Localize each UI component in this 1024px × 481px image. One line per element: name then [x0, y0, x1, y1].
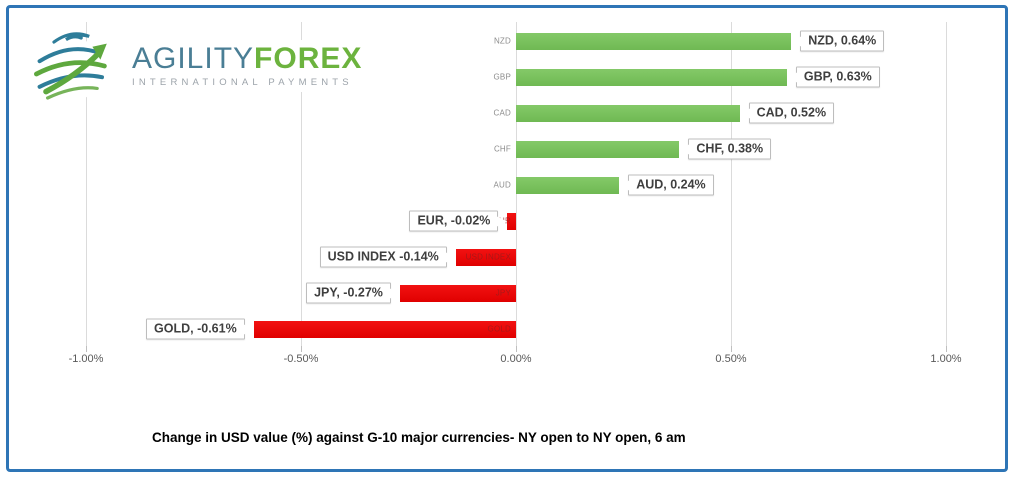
category-label-gbp: GBP — [493, 72, 511, 82]
globe-arrow-icon — [34, 32, 107, 102]
callout-pointer — [243, 324, 254, 334]
data-label-gbp: GBP, 0.63% — [786, 66, 880, 88]
bar-usd-index — [455, 248, 516, 266]
axis-tick — [516, 346, 517, 352]
callout-pointer — [389, 288, 400, 298]
data-label-usd-index: USD INDEX -0.14% — [319, 246, 456, 268]
axis-tick-label: 0.50% — [715, 353, 747, 365]
bar-chf — [516, 140, 680, 158]
callout-pointer — [786, 72, 797, 82]
bar-gbp — [516, 68, 787, 86]
category-label-aud: AUD — [493, 180, 511, 190]
category-label-chf: CHF — [493, 144, 511, 154]
logo-text: AGILITYFOREX INTERNATIONAL PAYMENTS — [126, 40, 369, 92]
gridline — [946, 22, 947, 346]
bar-nzd — [516, 32, 792, 50]
logo-brand-primary: AGILITY — [132, 42, 255, 75]
axis-tick-label: 1.00% — [930, 353, 962, 365]
bar-gold — [253, 320, 516, 338]
bar-jpy — [399, 284, 516, 302]
chart-title: Change in USD value (%) against G-10 maj… — [152, 430, 686, 445]
axis-tick-label: -1.00% — [68, 353, 104, 365]
category-label-jpy: JPY — [495, 288, 511, 298]
gridline — [301, 22, 302, 346]
category-label-usd-index: USD INDEX — [465, 252, 511, 262]
bar-cad — [516, 104, 740, 122]
bar-aud — [516, 176, 620, 194]
data-label-jpy: JPY, -0.27% — [306, 282, 400, 304]
callout-pointer — [679, 144, 690, 154]
logo-brand-secondary: FOREX — [254, 42, 363, 75]
data-label-cad: CAD, 0.52% — [739, 102, 835, 124]
callout-pointer — [497, 216, 508, 226]
data-label-aud: AUD, 0.24% — [619, 174, 714, 196]
axis-tick — [301, 346, 302, 352]
data-label-nzd: NZD, 0.64% — [791, 30, 885, 52]
logo-brand-name: AGILITYFOREX — [132, 44, 362, 74]
callout-pointer — [619, 180, 630, 190]
axis-tick-label: 0.00% — [500, 353, 532, 365]
bar-eur — [507, 212, 516, 230]
axis-tick — [731, 346, 732, 352]
callout-pointer — [791, 36, 802, 46]
axis-tick-label: -0.50% — [283, 353, 319, 365]
callout-pointer — [739, 108, 750, 118]
category-label-nzd: NZD — [493, 36, 511, 46]
agilityforex-logo: AGILITYFOREX INTERNATIONAL PAYMENTS — [30, 24, 369, 108]
axis-tick — [86, 346, 87, 352]
logo-tagline: INTERNATIONAL PAYMENTS — [132, 77, 353, 88]
category-label-cad: CAD — [493, 108, 511, 118]
callout-pointer — [445, 252, 456, 262]
category-label-gold: GOLD — [487, 324, 511, 334]
gridline — [731, 22, 732, 346]
data-label-eur: EUR, -0.02% — [409, 210, 508, 232]
data-label-gold: GOLD, -0.61% — [146, 318, 254, 340]
data-label-chf: CHF, 0.38% — [679, 138, 772, 160]
gridline — [86, 22, 87, 346]
axis-tick — [946, 346, 947, 352]
